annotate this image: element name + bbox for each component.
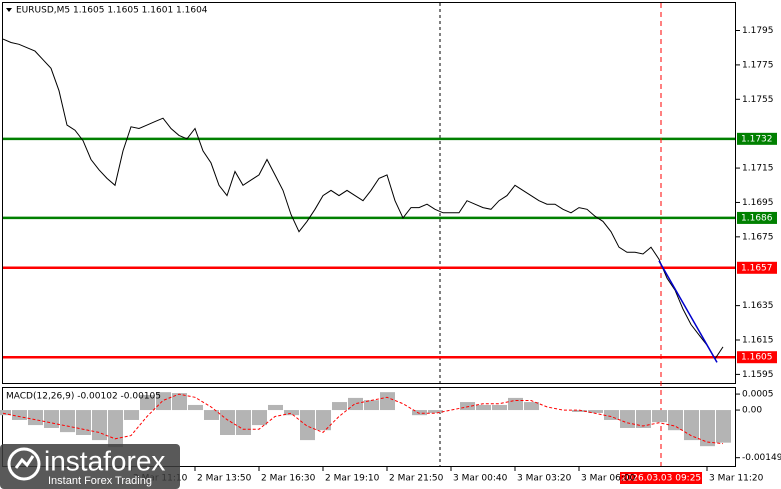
macd-bar [172, 393, 187, 411]
macd-bar [12, 410, 27, 420]
y-tick-label: 0.00 [742, 406, 762, 416]
level-label: 1.1732 [741, 134, 773, 144]
macd-bar [284, 410, 299, 416]
cursor-label-bg [620, 472, 702, 484]
macd-bar [412, 410, 427, 416]
macd-bar [668, 410, 683, 431]
macd-bar [268, 404, 283, 411]
macd-panel [2, 387, 736, 467]
macd-bar [124, 410, 139, 420]
macd-bar [0, 410, 11, 416]
x-tick-label: 2 Mar 21:50 [389, 474, 444, 484]
price-line [2, 38, 724, 360]
x-tick-label: 2 Mar 16:30 [261, 474, 316, 484]
macd-bar [220, 410, 235, 435]
logo-icon [7, 447, 41, 481]
macd-bar [460, 402, 475, 411]
price-panel [2, 2, 736, 384]
macd-bar [316, 410, 331, 431]
macd-bar [716, 410, 731, 443]
cursor-label: 2026.03.03 09:25 [621, 474, 701, 484]
macd-bar [652, 410, 667, 423]
macd-bar [204, 410, 219, 420]
macd-bar [44, 410, 59, 428]
macd-bar [188, 404, 203, 411]
y-tick-label: 0.0005 [742, 390, 774, 400]
y-tick-label: 1.1615 [742, 336, 774, 346]
x-tick-label: 2 Mar 19:10 [325, 474, 380, 484]
signal-line [2, 393, 724, 445]
macd-bar [252, 410, 267, 426]
macd-bar [156, 392, 171, 411]
x-tick-label: 3 Mar 11:20 [709, 474, 764, 484]
y-tick-label: 1.1715 [742, 164, 774, 174]
logo: instaforex Instant Forex Trading [0, 444, 180, 489]
macd-bar [348, 397, 363, 411]
y-tick-label: 1.1675 [742, 232, 774, 242]
macd-bar [76, 410, 91, 435]
x-tick-label: 3 Mar 06:00 [581, 474, 636, 484]
macd-bar [620, 410, 635, 428]
y-tick-label: 1.1695 [742, 198, 774, 208]
macd-bar [700, 410, 715, 447]
plot: 1.1795 1.1775 1.1755 1.1715 1.1695 1.1675 1.16… [0, 3, 781, 484]
y-tick-label: 1.1635 [742, 301, 774, 311]
x-tick-label: 3 Mar 03:20 [517, 474, 572, 484]
level-label-bg [737, 261, 777, 274]
macd-bar [604, 410, 619, 420]
macd-bar [476, 404, 491, 411]
y-tick-label: 1.1755 [742, 95, 774, 105]
trend-line [658, 260, 718, 363]
macd-bar [364, 400, 379, 411]
macd-bar [508, 397, 523, 411]
logo-icon-arrow [14, 455, 35, 469]
macd-bar [300, 410, 315, 441]
x-tick-label: 2 Mar 13:50 [197, 474, 252, 484]
macd-bar [636, 410, 651, 428]
macd-bar [332, 402, 347, 411]
macd-bar [108, 410, 123, 448]
level-label-bg [737, 351, 777, 364]
x-tick-label: 3 Mar 00:40 [453, 474, 508, 484]
y-tick-label: 1.1795 [742, 26, 774, 36]
macd-bar [380, 392, 395, 411]
y-tick-label: 1.1775 [742, 60, 774, 70]
logo-tagline: Instant Forex Trading [48, 475, 152, 487]
y-tick-label: -0.00149 [742, 453, 781, 463]
macd-bar [428, 410, 443, 413]
menu-arrow [6, 8, 12, 12]
logo-brand: instaforex [44, 445, 165, 476]
macd-bar [60, 410, 75, 433]
chart-title: EURUSD,M5 1.1605 1.1605 1.1601 1.1604 [16, 6, 208, 16]
macd-bar [588, 410, 603, 413]
macd-bar [684, 410, 699, 441]
level-label-bg [737, 132, 777, 145]
macd-bar [140, 395, 155, 411]
macd-bar [572, 410, 587, 412]
macd-bar [236, 410, 251, 435]
logo-bg [0, 444, 180, 489]
level-label-bg [737, 211, 777, 224]
macd-bar [492, 404, 507, 411]
macd-bar [92, 410, 107, 441]
macd-title: MACD(12,26,9) -0.00102 -0.00105 [6, 392, 161, 402]
macd-bar [524, 402, 539, 411]
y-tick-label: 1.1595 [742, 370, 774, 380]
level-label: 1.1686 [741, 213, 773, 223]
level-label: 1.1605 [741, 353, 773, 363]
macd-bar [28, 410, 43, 426]
level-label: 1.1657 [741, 263, 773, 273]
